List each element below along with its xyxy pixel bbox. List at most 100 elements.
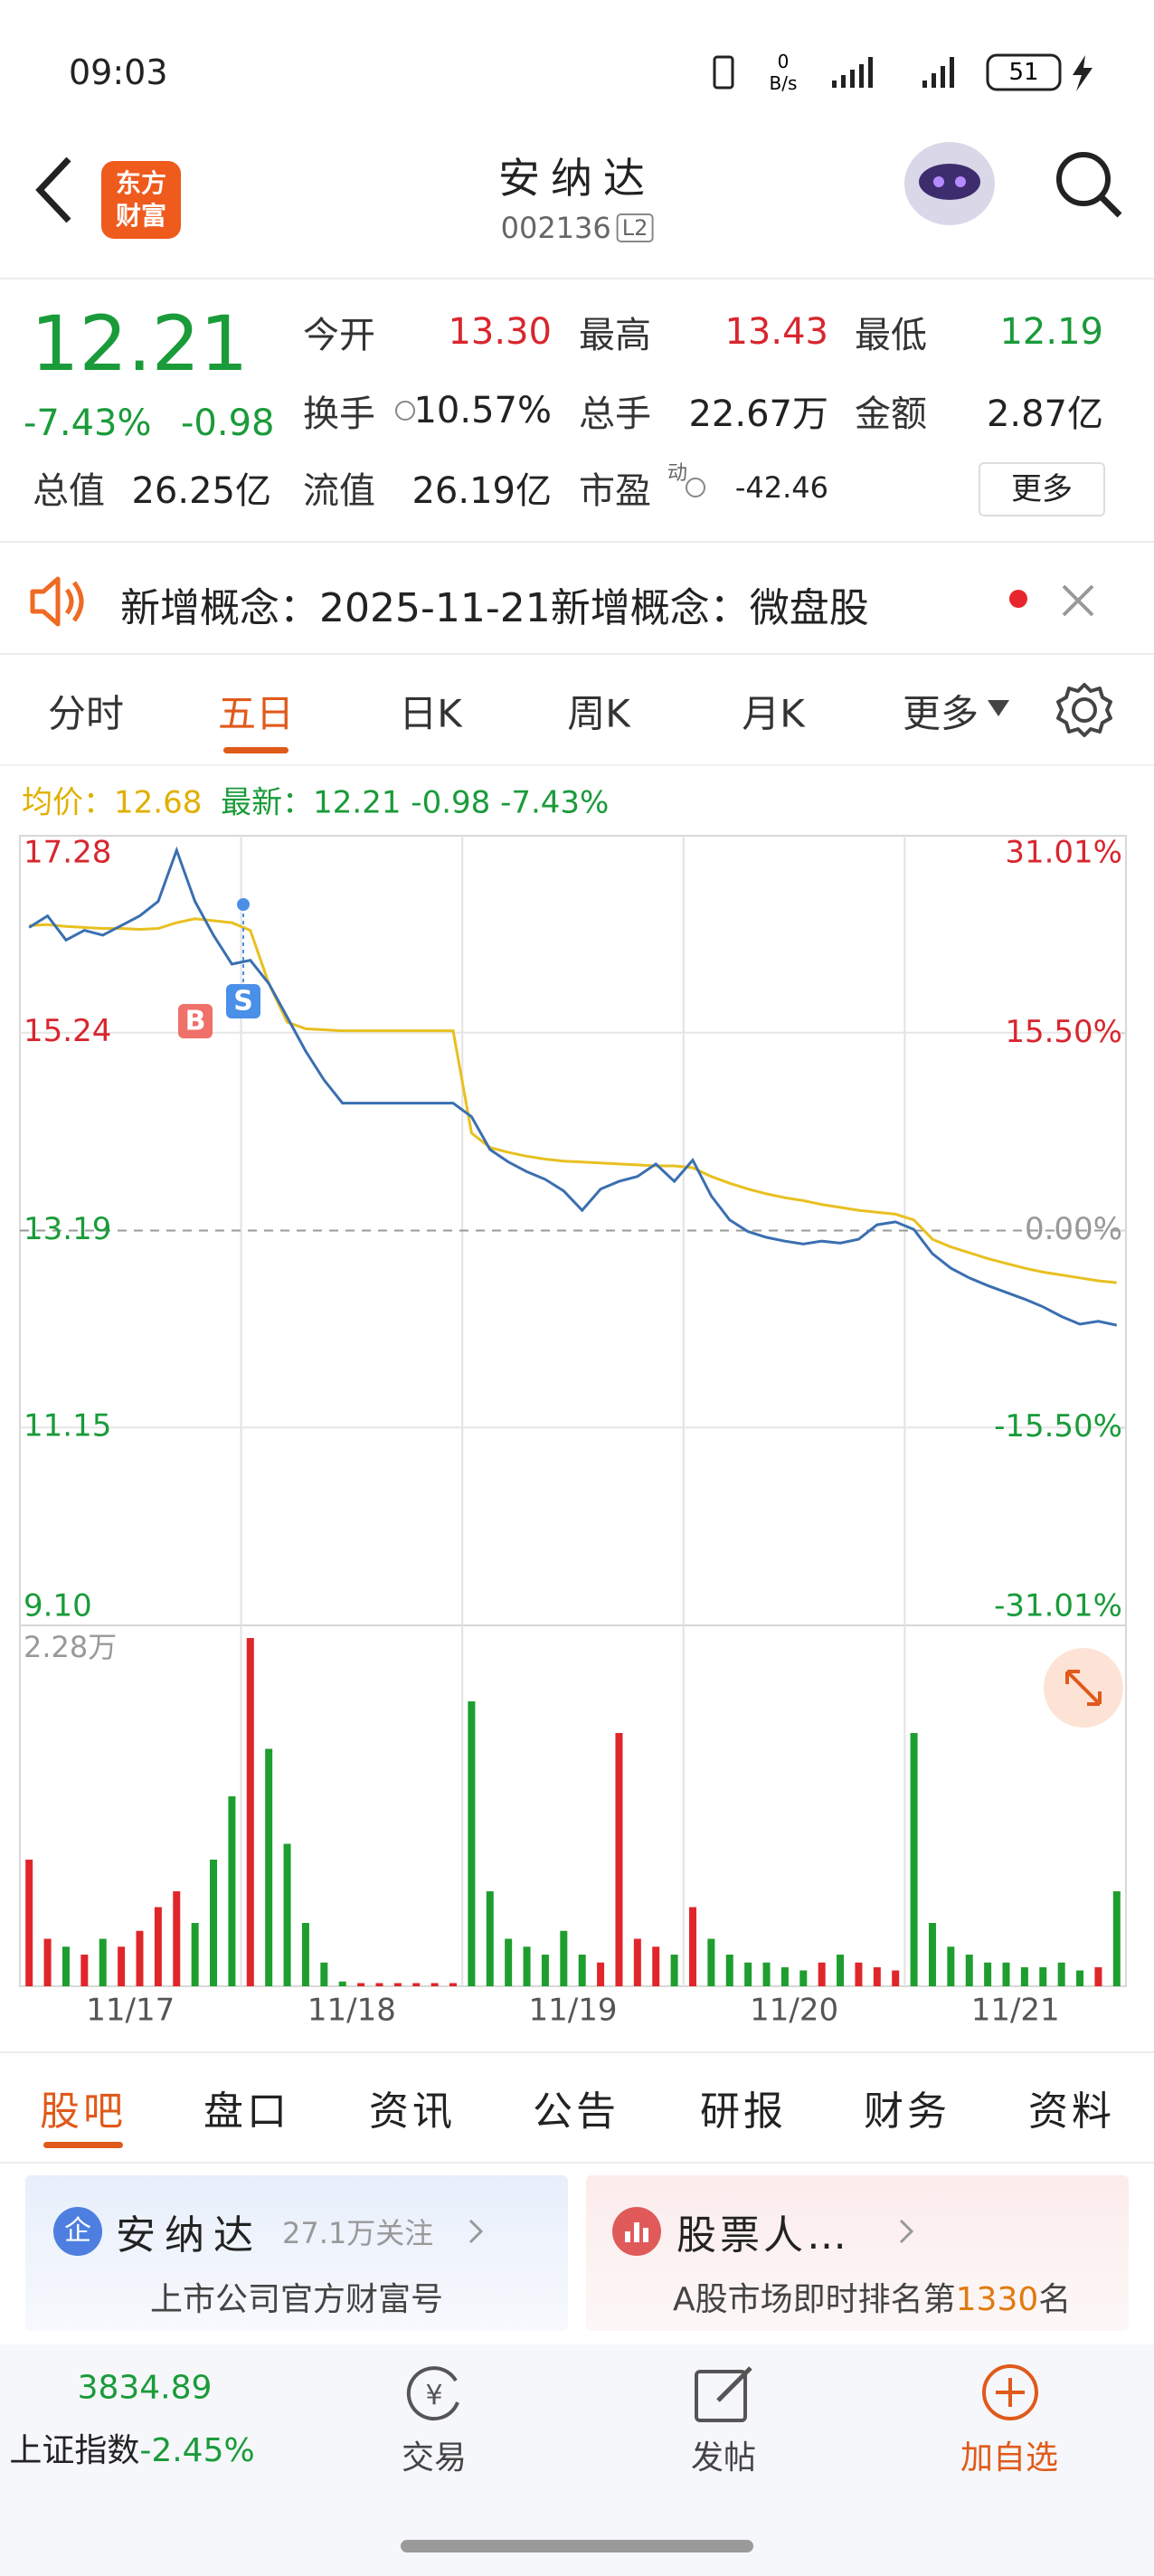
volume-bar	[762, 1962, 771, 1986]
logo-line: 东方	[115, 168, 166, 198]
period-tab[interactable]: 日K	[399, 691, 462, 736]
footer-button[interactable]: 加自选	[960, 2439, 1059, 2477]
volume-bar	[523, 1946, 531, 1986]
y-tick-label: 11.15	[24, 1408, 111, 1444]
card-subtitle: A股市场即时排名第1330名	[673, 2273, 1071, 2320]
field-value: -42.46	[734, 470, 828, 505]
divider	[0, 278, 1154, 279]
y-tick-label: 9.10	[24, 1588, 92, 1624]
back-button[interactable]	[33, 154, 78, 226]
search-button[interactable]	[1051, 147, 1127, 223]
volume-bar	[1057, 1962, 1065, 1986]
avg-label: 均价：	[22, 784, 114, 821]
footer-button[interactable]: 交易	[401, 2439, 468, 2477]
card-icon	[612, 2207, 661, 2256]
more-button[interactable]: 更多	[979, 462, 1105, 516]
period-tab[interactable]: 五日	[217, 691, 295, 736]
x-tick-label: 11/18	[307, 1993, 396, 2029]
divider	[0, 653, 1154, 655]
home-indicator	[401, 2540, 753, 2552]
close-button[interactable]	[1058, 581, 1098, 620]
field-label: 流值	[303, 470, 375, 512]
y-tick-label: 17.28	[24, 835, 111, 871]
field-value: 26.25亿	[131, 470, 271, 512]
volume-bar	[837, 1955, 845, 1986]
marker-box	[178, 1004, 213, 1038]
field-label: 最低	[855, 315, 927, 356]
dropdown-arrow	[988, 700, 1009, 716]
field-value: 13.43	[724, 311, 828, 353]
svg-text:¥: ¥	[425, 2380, 442, 2411]
last-label: 最新：	[221, 784, 314, 821]
company-card[interactable]: 企 安纳达 27.1万关注 上市公司官方财富号	[25, 2175, 568, 2331]
volume-bar	[357, 1983, 365, 1986]
field-value: 26.19亿	[411, 470, 552, 512]
volume-bar	[393, 1983, 402, 1986]
volume-bar	[688, 1907, 696, 1986]
volume-bar	[560, 1930, 568, 1986]
content-tab[interactable]: 公告	[533, 2088, 620, 2135]
trade-icon[interactable]: ¥	[398, 2363, 470, 2426]
index-row[interactable]: 上证指数-2.45%	[9, 2424, 254, 2471]
content-tab[interactable]: 资讯	[369, 2088, 456, 2135]
content-tab[interactable]: 盘口	[203, 2088, 290, 2135]
period-tab[interactable]: 更多	[902, 691, 979, 736]
volume-bar	[61, 1946, 70, 1986]
last-price: 12.21	[31, 299, 249, 388]
volume-bar	[338, 1981, 346, 1986]
volume-bar	[597, 1962, 605, 1986]
content-tab[interactable]: 财务	[864, 2088, 951, 2135]
field-label: 总手	[579, 393, 651, 435]
add-icon[interactable]	[980, 2363, 1040, 2422]
volume-bar	[744, 1962, 752, 1986]
divider	[0, 2162, 1154, 2164]
volume-bar	[228, 1796, 236, 1986]
settings-button[interactable]	[1055, 680, 1114, 740]
logo-line: 财富	[115, 201, 166, 231]
field-value: 22.67万	[688, 393, 828, 435]
avg-value: 12.68	[114, 784, 203, 821]
series-line	[29, 917, 1117, 1284]
pe-mark: 动	[667, 462, 688, 485]
volume-bar	[320, 1962, 328, 1986]
content-tab[interactable]: 股吧	[40, 2088, 127, 2135]
volume-bar	[578, 1955, 586, 1986]
volume-bar	[615, 1733, 623, 1986]
card-title: 安纳达	[116, 2212, 262, 2259]
volume-bar	[43, 1938, 52, 1986]
content-tab[interactable]: 资料	[1028, 2088, 1115, 2135]
field-label: 金额	[855, 393, 927, 435]
volume-bar	[246, 1638, 254, 1986]
volume-bar	[855, 1962, 863, 1986]
field-value: 13.30	[448, 311, 552, 353]
marker-label: B	[185, 1006, 206, 1037]
volume-bar	[873, 1967, 881, 1986]
notice-text[interactable]: 新增概念：2025-11-21新增概念：微盘股	[120, 585, 869, 631]
period-tab[interactable]: 分时	[47, 691, 125, 736]
volume-bar	[191, 1923, 199, 1986]
volume-bar	[633, 1938, 641, 1986]
post-icon[interactable]	[691, 2363, 760, 2426]
volume-bar	[541, 1955, 549, 1986]
period-tab[interactable]: 月K	[742, 691, 805, 736]
stock-name: 安纳达	[498, 154, 656, 203]
field-label: 市盈	[579, 470, 651, 512]
volume-bar	[670, 1955, 678, 1986]
period-tab[interactable]: 周K	[567, 691, 630, 736]
five-day-chart: 9.10 11.15 13.19 15.24 17.28 -31.01% -15.50% 0.…	[19, 835, 1127, 2029]
volume-bar	[430, 1983, 439, 1986]
net-unit: B/s	[770, 72, 798, 94]
assistant-avatar[interactable]	[895, 131, 1004, 231]
x-tick-label: 11/19	[529, 1993, 618, 2029]
volume-bar	[818, 1962, 826, 1986]
chevron	[899, 2219, 914, 2244]
chart-frame	[19, 835, 1127, 1987]
volume-bar	[1039, 1967, 1047, 1986]
content-tab[interactable]: 研报	[700, 2088, 787, 2135]
volume-bar	[99, 1938, 107, 1986]
rank-card[interactable]: 股票人… A股市场即时排名第1330名	[586, 2175, 1129, 2331]
volume-bar	[799, 1970, 808, 1986]
index-value[interactable]: 3834.89	[77, 2369, 213, 2407]
volume-bar	[80, 1955, 89, 1986]
footer-button[interactable]: 发帖	[690, 2439, 757, 2477]
